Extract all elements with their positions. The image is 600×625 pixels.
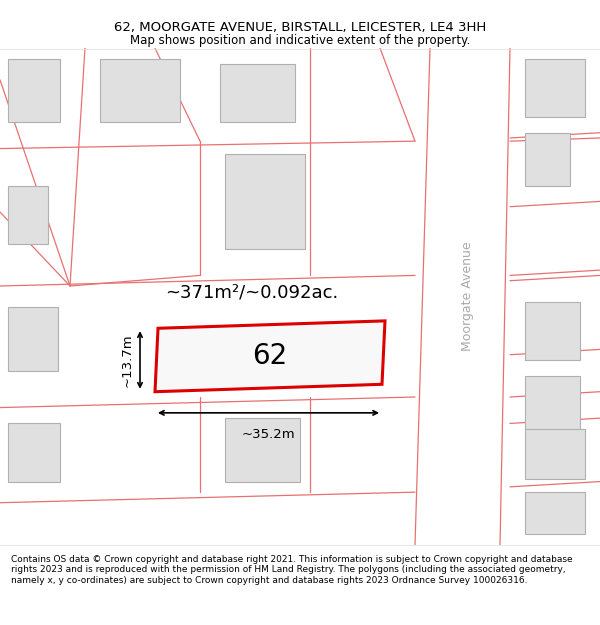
Text: ~371m²/~0.092ac.: ~371m²/~0.092ac. (165, 284, 338, 302)
Text: Contains OS data © Crown copyright and database right 2021. This information is : Contains OS data © Crown copyright and d… (11, 555, 572, 585)
Bar (525, 492, 585, 534)
Text: 62: 62 (253, 342, 287, 370)
Text: 62, MOORGATE AVENUE, BIRSTALL, LEICESTER, LE4 3HH: 62, MOORGATE AVENUE, BIRSTALL, LEICESTER… (114, 21, 486, 34)
Text: Moorgate Avenue: Moorgate Avenue (461, 242, 475, 351)
Text: Map shows position and indicative extent of the property.: Map shows position and indicative extent… (130, 34, 470, 47)
Bar (8, 186, 48, 244)
Bar (100, 59, 180, 122)
Bar (8, 307, 58, 371)
Bar (525, 302, 580, 360)
Bar (225, 154, 305, 249)
Bar (225, 418, 300, 482)
Bar (525, 59, 585, 117)
Bar (220, 64, 295, 122)
Text: ~35.2m: ~35.2m (242, 428, 295, 441)
Text: ~13.7m: ~13.7m (121, 333, 134, 387)
Bar (525, 376, 580, 429)
Bar (8, 423, 60, 482)
Bar (525, 132, 570, 186)
Polygon shape (155, 321, 385, 392)
Bar (525, 429, 585, 479)
Bar (8, 59, 60, 122)
